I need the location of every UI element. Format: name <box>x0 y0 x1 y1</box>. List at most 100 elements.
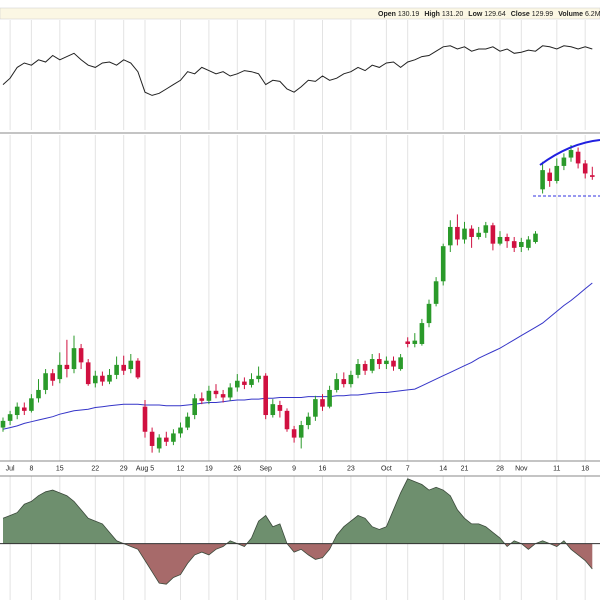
candle-body <box>455 226 460 240</box>
candle-body <box>185 416 190 428</box>
candle-body <box>476 232 481 237</box>
candle-body <box>256 375 261 380</box>
candle-body <box>369 359 375 371</box>
candle-body <box>590 175 595 177</box>
candle-body <box>398 357 403 370</box>
x-tick-label: Oct <box>381 465 392 472</box>
candle-body <box>235 380 240 388</box>
candle-body <box>85 362 91 385</box>
candle-body <box>164 437 169 442</box>
ohlc-header: Open 130.19 High 131.20 Low 129.64 Close 129.99… <box>378 11 600 18</box>
grid <box>9 20 586 600</box>
candle-body <box>355 364 361 375</box>
candle-body <box>412 340 418 344</box>
candle-body <box>206 390 212 401</box>
candle-body <box>497 236 503 244</box>
candle-body <box>284 410 290 430</box>
candle-body <box>462 228 467 240</box>
candle-body <box>29 398 34 411</box>
candle-body <box>263 375 268 416</box>
header-value: 130.19 <box>398 11 420 18</box>
candle-body <box>327 389 332 407</box>
candle-body <box>440 246 446 282</box>
header-value: 6.2M <box>585 11 600 18</box>
candle-body <box>362 364 368 371</box>
candle-body <box>391 360 396 367</box>
header-label: High <box>424 11 440 18</box>
candle-body <box>220 394 226 398</box>
candle-body <box>242 381 247 385</box>
header-label: Open <box>378 11 396 18</box>
plot-layers: Jul 8 15 22 29 Aug 5 12 19 26 Sep 9 16 23 Oct 7 14 21 28 N… <box>0 45 600 585</box>
candle-body <box>50 373 55 381</box>
candle-body <box>14 406 20 416</box>
candle-body <box>306 416 311 426</box>
header-bar <box>0 7 600 20</box>
candle-body <box>313 399 318 417</box>
candle-body <box>135 360 141 378</box>
x-tick-label: 12 <box>177 465 185 472</box>
candle-body <box>192 398 197 416</box>
x-tick-label: 9 <box>292 465 296 472</box>
candle-body <box>121 364 126 371</box>
x-tick-label: Sep <box>259 465 272 472</box>
candle-body <box>213 390 219 395</box>
candle-body <box>519 241 524 248</box>
candle-body <box>227 387 233 398</box>
oscillator-line <box>2 478 593 585</box>
x-tick-label: 14 <box>439 465 447 472</box>
candle-body <box>433 281 439 304</box>
candle-body <box>71 348 77 370</box>
candle-body <box>0 420 6 428</box>
x-tick-label: 18 <box>581 465 589 472</box>
header-label: Volume <box>558 11 583 18</box>
candle-body <box>298 425 304 438</box>
candle-body <box>43 373 48 390</box>
x-tick-label: 23 <box>347 465 355 472</box>
area-negative <box>3 543 593 585</box>
header-label: Low <box>468 11 483 18</box>
candle-body <box>57 364 63 380</box>
header-label: Close <box>511 11 530 18</box>
x-tick-label: 22 <box>91 465 99 472</box>
x-tick-label: Nov <box>515 465 528 472</box>
candle-body <box>78 348 84 363</box>
candle-body <box>128 360 134 370</box>
candle-body <box>540 170 545 190</box>
x-tick-label: 29 <box>120 465 128 472</box>
candle-body <box>277 404 283 411</box>
x-tick-label: 21 <box>461 465 469 472</box>
candle-body <box>64 364 70 370</box>
x-tick-label: Jul <box>6 465 15 472</box>
candle-body <box>7 414 13 421</box>
candle-body <box>575 151 581 164</box>
indicator-line <box>2 45 593 96</box>
candle-body <box>469 228 474 237</box>
candle-body <box>426 303 432 324</box>
candle-body <box>199 398 205 401</box>
candle-body <box>114 364 119 375</box>
header-value: 129.64 <box>484 11 506 18</box>
x-tick-label: 16 <box>319 465 327 472</box>
candle-body <box>419 323 425 344</box>
candle-body <box>100 375 105 382</box>
moving-average <box>2 282 593 430</box>
x-tick-label: 11 <box>553 465 560 472</box>
candle-body <box>448 226 453 246</box>
x-tick-label: 19 <box>205 465 213 472</box>
candle-body <box>483 225 489 233</box>
candle-body <box>149 431 155 446</box>
candle-body <box>547 172 552 181</box>
candle-body <box>107 374 112 382</box>
candle-body <box>533 233 538 242</box>
candle-body <box>561 157 567 166</box>
x-tick-label: 7 <box>406 465 410 472</box>
x-tick-label: 8 <box>29 465 33 472</box>
candle-body <box>384 360 389 365</box>
header-value: 131.20 <box>442 11 464 18</box>
candle-body <box>178 427 183 434</box>
candle-body <box>377 359 382 365</box>
candle-body <box>22 407 27 411</box>
